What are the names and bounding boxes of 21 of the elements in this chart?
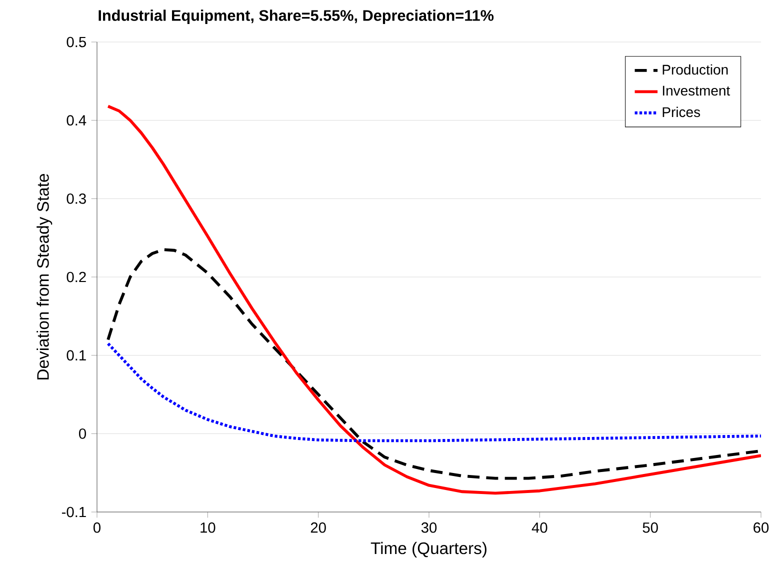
y-tick-label: 0.2 bbox=[66, 272, 86, 282]
x-tick-label: 0 bbox=[93, 522, 100, 533]
x-axis-title: Time (Quarters) bbox=[370, 542, 486, 558]
x-tick-label: 10 bbox=[200, 522, 216, 533]
y-tick-label: -0.1 bbox=[62, 506, 86, 518]
legend-label: Prices bbox=[662, 106, 700, 118]
y-tick-label: 0.1 bbox=[66, 350, 86, 361]
line-series bbox=[106, 342, 761, 442]
y-axis-title: Deviation from Steady State bbox=[36, 174, 52, 380]
x-tick-label: 50 bbox=[642, 522, 658, 533]
y-tick-label: 0 bbox=[79, 428, 86, 439]
legend-label: Investment bbox=[662, 86, 730, 96]
y-tick-label: 0.4 bbox=[66, 115, 86, 126]
chart-title: Industrial Equipment, Share=5.55%, Depreciation=11% bbox=[98, 10, 494, 24]
y-tick-label: 0.3 bbox=[66, 193, 86, 204]
x-tick-label: 60 bbox=[754, 522, 769, 533]
y-tick-label: 0.5 bbox=[66, 36, 86, 48]
x-tick-label: 30 bbox=[421, 522, 437, 533]
x-tick-label: 20 bbox=[310, 522, 326, 533]
legend-label: Production bbox=[662, 64, 728, 75]
x-tick-label: 40 bbox=[532, 522, 548, 533]
